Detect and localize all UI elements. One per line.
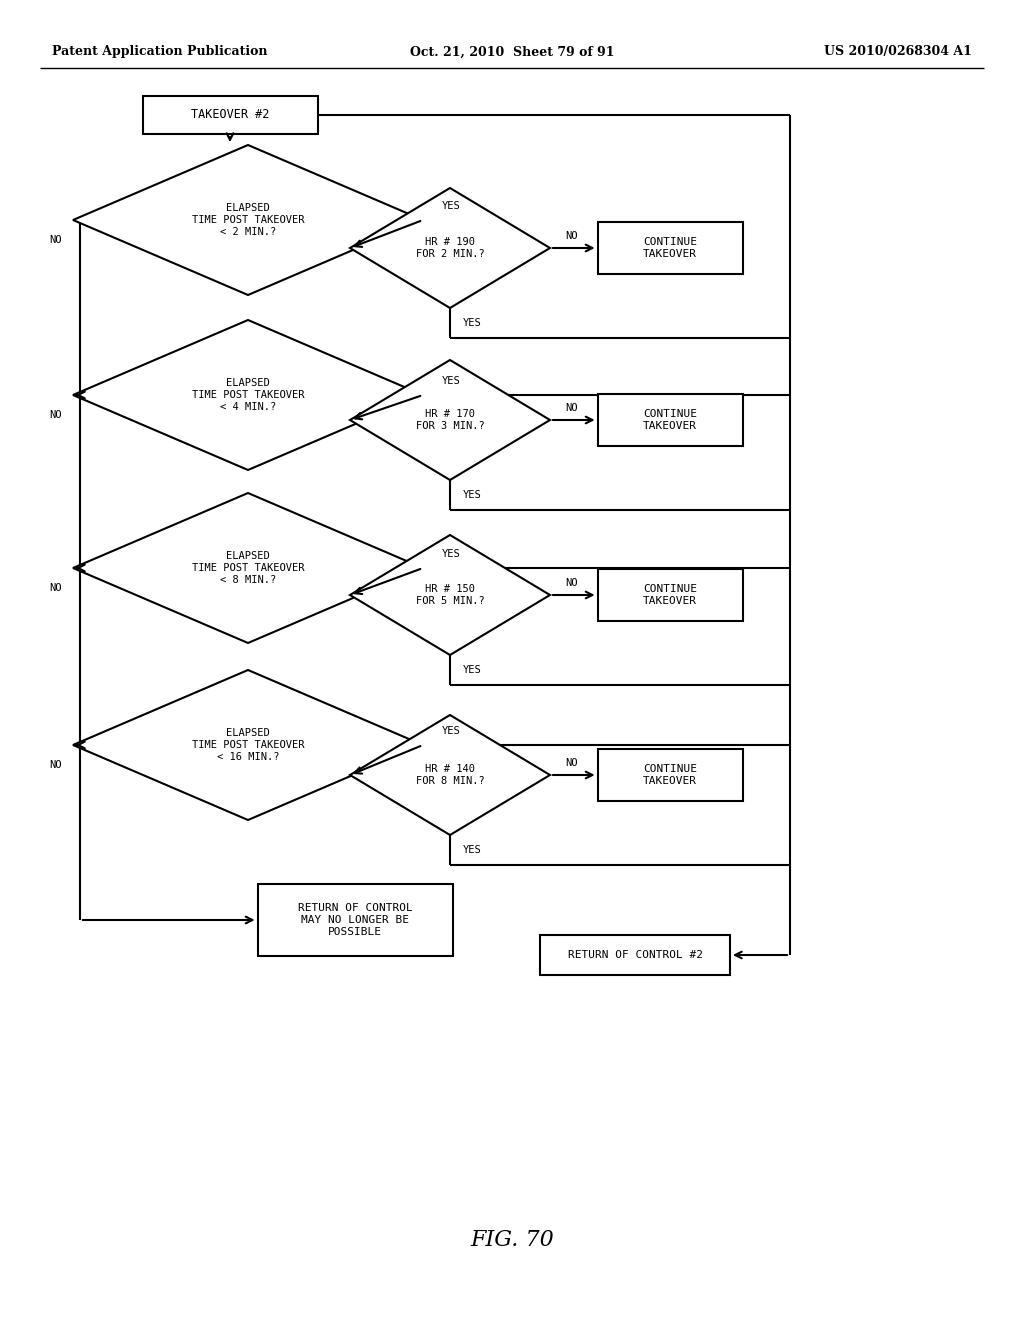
Text: RETURN OF CONTROL #2: RETURN OF CONTROL #2: [567, 950, 702, 960]
Polygon shape: [73, 145, 423, 294]
Polygon shape: [73, 319, 423, 470]
Text: ELAPSED
TIME POST TAKEOVER
< 4 MIN.?: ELAPSED TIME POST TAKEOVER < 4 MIN.?: [191, 378, 304, 412]
Bar: [142, 96, 317, 135]
Text: CONTINUE
TAKEOVER: CONTINUE TAKEOVER: [643, 409, 697, 432]
Text: HR # 190
FOR 2 MIN.?: HR # 190 FOR 2 MIN.?: [416, 236, 484, 259]
Text: NO: NO: [49, 760, 61, 770]
Text: HR # 140
FOR 8 MIN.?: HR # 140 FOR 8 MIN.?: [416, 764, 484, 787]
Text: NO: NO: [565, 578, 579, 587]
Text: ELAPSED
TIME POST TAKEOVER
< 16 MIN.?: ELAPSED TIME POST TAKEOVER < 16 MIN.?: [191, 727, 304, 763]
Text: YES: YES: [463, 665, 481, 675]
Polygon shape: [73, 492, 423, 643]
Text: NO: NO: [565, 231, 579, 242]
Text: CONTINUE
TAKEOVER: CONTINUE TAKEOVER: [643, 583, 697, 606]
Text: NO: NO: [49, 583, 61, 593]
Text: FIG. 70: FIG. 70: [470, 1229, 554, 1251]
Text: CONTINUE
TAKEOVER: CONTINUE TAKEOVER: [643, 764, 697, 787]
Bar: [540, 935, 730, 975]
Bar: [257, 884, 453, 956]
Text: YES: YES: [441, 726, 461, 737]
Text: YES: YES: [463, 490, 481, 500]
Text: HR # 170
FOR 3 MIN.?: HR # 170 FOR 3 MIN.?: [416, 409, 484, 432]
Bar: [597, 222, 742, 275]
Bar: [597, 569, 742, 620]
Text: YES: YES: [441, 376, 461, 385]
Bar: [597, 393, 742, 446]
Polygon shape: [350, 715, 550, 836]
Text: RETURN OF CONTROL
MAY NO LONGER BE
POSSIBLE: RETURN OF CONTROL MAY NO LONGER BE POSSI…: [298, 903, 413, 937]
Text: YES: YES: [441, 549, 461, 558]
Text: YES: YES: [463, 318, 481, 327]
Text: ELAPSED
TIME POST TAKEOVER
< 2 MIN.?: ELAPSED TIME POST TAKEOVER < 2 MIN.?: [191, 202, 304, 238]
Text: YES: YES: [441, 201, 461, 211]
Polygon shape: [350, 360, 550, 480]
Text: TAKEOVER #2: TAKEOVER #2: [190, 108, 269, 121]
Polygon shape: [350, 187, 550, 308]
Text: NO: NO: [565, 403, 579, 413]
Bar: [597, 748, 742, 801]
Text: CONTINUE
TAKEOVER: CONTINUE TAKEOVER: [643, 236, 697, 259]
Text: ELAPSED
TIME POST TAKEOVER
< 8 MIN.?: ELAPSED TIME POST TAKEOVER < 8 MIN.?: [191, 550, 304, 585]
Polygon shape: [73, 671, 423, 820]
Polygon shape: [350, 535, 550, 655]
Text: US 2010/0268304 A1: US 2010/0268304 A1: [824, 45, 972, 58]
Text: Oct. 21, 2010  Sheet 79 of 91: Oct. 21, 2010 Sheet 79 of 91: [410, 45, 614, 58]
Text: NO: NO: [49, 235, 61, 246]
Text: HR # 150
FOR 5 MIN.?: HR # 150 FOR 5 MIN.?: [416, 583, 484, 606]
Text: Patent Application Publication: Patent Application Publication: [52, 45, 267, 58]
Text: NO: NO: [49, 411, 61, 420]
Text: NO: NO: [565, 758, 579, 768]
Text: YES: YES: [463, 845, 481, 855]
